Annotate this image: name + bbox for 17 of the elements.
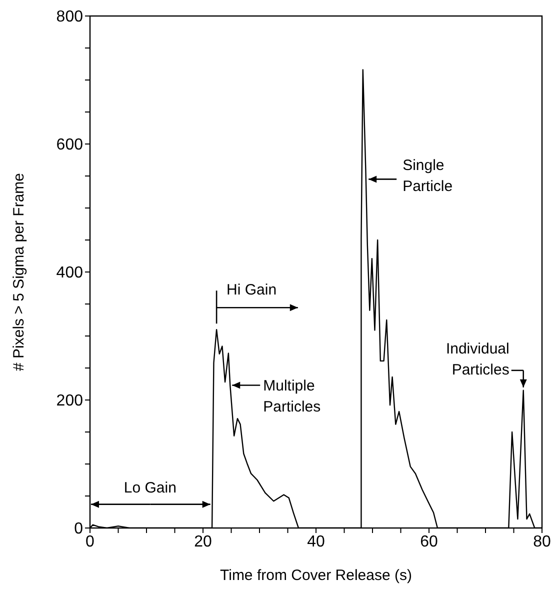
x-tick-label: 40 bbox=[307, 533, 325, 550]
y-tick-label: 0 bbox=[74, 520, 84, 538]
annotation: Hi Gain bbox=[226, 282, 277, 299]
y-tick-label: 200 bbox=[56, 392, 84, 410]
annotation: Single Particle bbox=[402, 157, 453, 196]
y-tick-label: 600 bbox=[56, 136, 84, 154]
x-axis-title: Time from Cover Release (s) bbox=[220, 567, 412, 584]
x-tick-label: 20 bbox=[194, 533, 212, 550]
x-tick-label: 80 bbox=[533, 533, 551, 550]
y-axis-title: # Pixels > 5 Sigma per Frame bbox=[10, 173, 28, 371]
annotation: Multiple Particles bbox=[263, 377, 321, 416]
annotation: Individual Particles bbox=[446, 340, 510, 378]
x-tick-label: 0 bbox=[86, 533, 95, 550]
x-tick-label: 60 bbox=[420, 533, 438, 550]
annotation: Lo Gain bbox=[124, 479, 176, 496]
y-tick-label: 400 bbox=[56, 264, 84, 282]
y-tick-label: 800 bbox=[56, 8, 84, 26]
